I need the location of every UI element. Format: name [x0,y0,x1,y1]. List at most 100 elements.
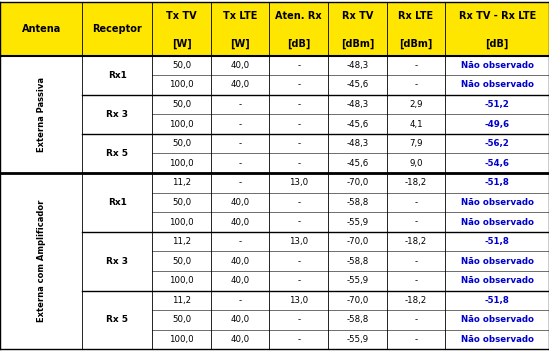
Text: -: - [239,159,242,168]
Text: [W]: [W] [231,39,250,49]
Text: 40,0: 40,0 [231,61,250,70]
Text: -48,3: -48,3 [346,61,368,70]
Text: -55,9: -55,9 [346,335,368,344]
Text: 13,0: 13,0 [289,296,309,305]
Text: -: - [239,100,242,109]
Text: 100,0: 100,0 [169,276,194,285]
Text: [dBm]: [dBm] [399,39,433,49]
Text: -: - [414,276,418,285]
Text: Rx 5: Rx 5 [107,316,128,324]
Text: 50,0: 50,0 [172,198,191,207]
Text: 50,0: 50,0 [172,257,191,266]
Text: Não observado: Não observado [461,80,534,90]
Text: Não observado: Não observado [461,61,534,70]
Text: 40,0: 40,0 [231,316,250,324]
Text: -54,6: -54,6 [485,159,509,168]
Text: -: - [414,61,418,70]
Text: [dB]: [dB] [287,39,311,49]
Text: -: - [239,139,242,148]
Text: -: - [297,316,300,324]
Text: -51,8: -51,8 [485,237,509,246]
Text: 2,9: 2,9 [410,100,423,109]
Text: -: - [239,178,242,187]
Text: -45,6: -45,6 [346,159,368,168]
Text: 50,0: 50,0 [172,316,191,324]
Text: -: - [414,335,418,344]
Text: -58,8: -58,8 [346,316,368,324]
Text: -: - [297,120,300,128]
Text: 40,0: 40,0 [231,276,250,285]
Text: 50,0: 50,0 [172,139,191,148]
Text: Rx TV - Rx LTE: Rx TV - Rx LTE [458,11,536,21]
Text: -: - [239,120,242,128]
Text: -: - [414,80,418,90]
Text: -: - [239,296,242,305]
Text: Externa Passiva: Externa Passiva [37,77,46,152]
Text: -: - [297,100,300,109]
Text: -: - [414,257,418,266]
Text: [dBm]: [dBm] [341,39,374,49]
Text: -: - [297,276,300,285]
Text: -70,0: -70,0 [346,296,368,305]
Text: -18,2: -18,2 [405,178,427,187]
Text: 40,0: 40,0 [231,218,250,226]
Text: 11,2: 11,2 [172,296,191,305]
Text: -58,8: -58,8 [346,257,368,266]
Text: -: - [414,218,418,226]
Text: -45,6: -45,6 [346,80,368,90]
Text: 9,0: 9,0 [410,159,423,168]
Text: 100,0: 100,0 [169,218,194,226]
Text: 100,0: 100,0 [169,335,194,344]
Text: 11,2: 11,2 [172,178,191,187]
Text: -55,9: -55,9 [346,218,368,226]
Text: Externa com Amplificador: Externa com Amplificador [37,200,46,322]
Text: 13,0: 13,0 [289,178,309,187]
Text: -55,9: -55,9 [346,276,368,285]
Text: Rx 3: Rx 3 [107,257,128,266]
Text: -: - [414,316,418,324]
Text: -: - [239,237,242,246]
Text: Receptor: Receptor [92,24,142,34]
Text: Rx 3: Rx 3 [107,110,128,119]
Text: 100,0: 100,0 [169,120,194,128]
Text: Tx TV: Tx TV [166,11,197,21]
Text: 13,0: 13,0 [289,237,309,246]
Text: 40,0: 40,0 [231,198,250,207]
Text: 100,0: 100,0 [169,80,194,90]
Text: 40,0: 40,0 [231,257,250,266]
Text: Não observado: Não observado [461,335,534,344]
Text: Aten. Rx: Aten. Rx [276,11,322,21]
Text: -48,3: -48,3 [346,139,368,148]
Text: 4,1: 4,1 [409,120,423,128]
Text: Rx LTE: Rx LTE [399,11,434,21]
Text: 11,2: 11,2 [172,237,191,246]
Text: Não observado: Não observado [461,316,534,324]
Text: -18,2: -18,2 [405,237,427,246]
Text: Rx 5: Rx 5 [107,149,128,158]
Text: -70,0: -70,0 [346,237,368,246]
Text: [W]: [W] [172,39,192,49]
Text: Não observado: Não observado [461,198,534,207]
Text: 7,9: 7,9 [410,139,423,148]
Text: 40,0: 40,0 [231,335,250,344]
Text: -: - [414,198,418,207]
Text: Rx1: Rx1 [108,71,127,80]
Text: -70,0: -70,0 [346,178,368,187]
Text: Rx1: Rx1 [108,198,127,207]
Text: -48,3: -48,3 [346,100,368,109]
Text: -: - [297,80,300,90]
Text: -49,6: -49,6 [485,120,509,128]
Text: Não observado: Não observado [461,276,534,285]
Text: -: - [297,159,300,168]
Text: 50,0: 50,0 [172,100,191,109]
Bar [0,2,549,55]
Text: Não observado: Não observado [461,218,534,226]
Text: -: - [297,139,300,148]
Text: -: - [297,218,300,226]
Text: 40,0: 40,0 [231,80,250,90]
Text: -: - [297,198,300,207]
Text: Tx LTE: Tx LTE [223,11,257,21]
Text: -51,8: -51,8 [485,296,509,305]
Text: Rx TV: Rx TV [341,11,373,21]
Text: 50,0: 50,0 [172,61,191,70]
